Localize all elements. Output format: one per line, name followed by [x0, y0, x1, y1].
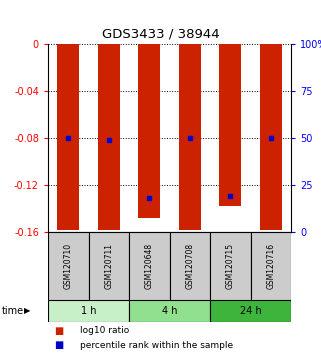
Text: GDS3433 / 38944: GDS3433 / 38944 [102, 28, 219, 40]
Text: GSM120711: GSM120711 [104, 243, 113, 289]
Bar [169, 232, 210, 300]
Text: GSM120715: GSM120715 [226, 243, 235, 289]
Bar [210, 300, 291, 322]
Bar [129, 300, 210, 322]
Text: ▶: ▶ [24, 307, 30, 315]
Bar [210, 232, 250, 300]
Text: log10 ratio: log10 ratio [80, 326, 129, 336]
Text: ■: ■ [55, 340, 64, 350]
Bar [48, 232, 89, 300]
Bar [219, 44, 241, 206]
Text: GSM120710: GSM120710 [64, 243, 73, 289]
Bar [129, 232, 169, 300]
Bar [178, 44, 201, 230]
Text: percentile rank within the sample: percentile rank within the sample [80, 341, 233, 349]
Bar [138, 44, 160, 218]
Text: GSM120716: GSM120716 [266, 243, 275, 289]
Text: 24 h: 24 h [239, 306, 261, 316]
Bar [48, 300, 129, 322]
Bar [98, 44, 120, 230]
Text: GSM120708: GSM120708 [185, 243, 194, 289]
Text: 1 h: 1 h [81, 306, 96, 316]
Text: ■: ■ [55, 326, 64, 336]
Bar [260, 44, 282, 230]
Text: time: time [2, 306, 24, 316]
Bar [250, 232, 291, 300]
Text: GSM120648: GSM120648 [145, 243, 154, 289]
Text: 4 h: 4 h [162, 306, 177, 316]
Bar [89, 232, 129, 300]
Bar [57, 44, 79, 230]
